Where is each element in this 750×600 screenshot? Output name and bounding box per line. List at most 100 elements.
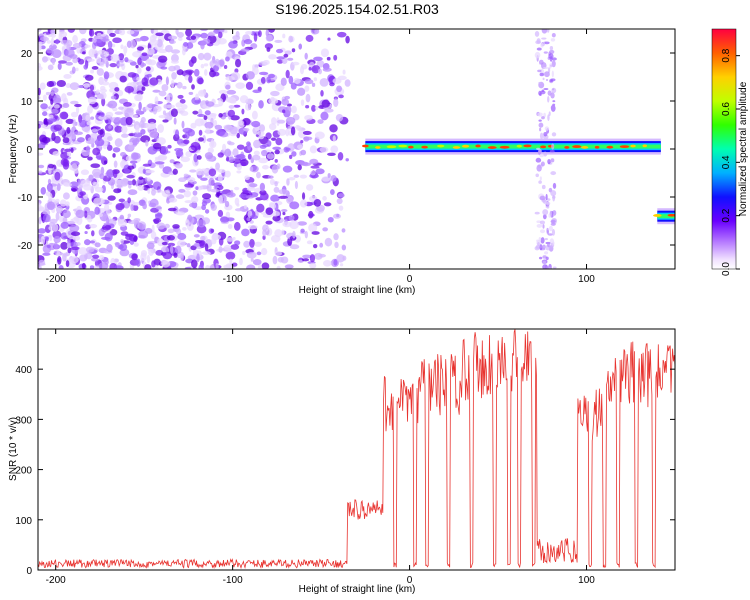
noise-blob: [223, 65, 228, 69]
noise-blob: [38, 87, 41, 96]
noise-blob: [234, 208, 243, 212]
noise-blob: [233, 221, 241, 231]
noise-blob: [282, 33, 286, 39]
noise-blob: [233, 104, 241, 108]
noise-blob: [119, 75, 127, 83]
dropout-blob: [538, 119, 542, 122]
noise-blob: [77, 178, 81, 185]
noise-blob: [39, 82, 46, 90]
noise-blob: [242, 250, 246, 256]
noise-blob: [112, 147, 121, 153]
noise-blob: [192, 110, 199, 115]
noise-blob: [114, 125, 123, 133]
noise-blob: [278, 189, 288, 195]
dropout-blob: [538, 237, 542, 242]
noise-blob: [266, 153, 275, 160]
noise-blob: [229, 258, 233, 264]
noise-blob: [245, 71, 255, 80]
noise-blob: [190, 141, 201, 151]
noise-blob: [261, 247, 268, 256]
noise-blob: [322, 260, 332, 267]
noise-blob: [226, 89, 237, 95]
noise-blob: [55, 198, 60, 204]
noise-blob: [327, 37, 331, 41]
noise-blob: [72, 119, 76, 128]
noise-blob: [190, 35, 197, 40]
noise-blob: [198, 264, 204, 269]
noise-blob: [137, 221, 147, 230]
noise-blob: [50, 33, 56, 38]
noise-blob: [93, 197, 103, 206]
noise-blob: [246, 141, 251, 147]
noise-blob: [146, 73, 152, 78]
noise-blob: [247, 224, 258, 230]
noise-blob: [292, 230, 296, 239]
noise-blob: [53, 124, 63, 131]
dropout-blob: [539, 127, 542, 132]
noise-blob: [310, 165, 320, 169]
dropout-blob: [545, 193, 548, 201]
noise-blob: [72, 235, 81, 241]
noise-blob: [90, 69, 94, 74]
noise-blob: [311, 104, 317, 112]
noise-blob: [276, 56, 285, 60]
noise-blob: [167, 242, 176, 247]
noise-blob: [292, 61, 300, 66]
noise-blob: [97, 129, 104, 135]
noise-blob: [208, 168, 217, 177]
noise-blob: [178, 177, 187, 183]
noise-blob: [120, 152, 127, 157]
noise-blob: [38, 96, 41, 100]
noise-blob: [196, 219, 206, 228]
noise-blob: [288, 214, 295, 221]
noise-blob: [89, 265, 95, 269]
noise-blob: [200, 29, 208, 32]
dropout-blob: [537, 149, 542, 156]
noise-blob: [142, 168, 146, 174]
noise-blob: [339, 263, 344, 267]
noise-blob: [57, 255, 62, 265]
noise-blob: [172, 224, 180, 229]
noise-blob: [166, 235, 175, 241]
noise-blob: [223, 29, 228, 34]
noise-blob: [320, 89, 324, 97]
noise-blob: [90, 116, 95, 120]
noise-blob: [106, 217, 110, 225]
noise-blob: [38, 142, 46, 149]
noise-blob: [258, 71, 269, 76]
noise-blob: [152, 181, 162, 190]
noise-blob: [239, 257, 243, 266]
noise-blob: [84, 210, 88, 218]
noise-blob: [65, 83, 71, 89]
noise-blob: [254, 241, 262, 247]
carrier-peak: [564, 146, 570, 149]
noise-blob: [88, 29, 95, 37]
noise-blob: [204, 152, 213, 160]
noise-blob: [299, 174, 308, 179]
noise-blob: [135, 109, 142, 115]
noise-blob: [79, 29, 87, 35]
noise-blob: [270, 90, 280, 97]
noise-blob: [38, 44, 42, 51]
noise-blob: [70, 231, 81, 237]
noise-blob: [113, 188, 122, 194]
spectrogram-xtick-label: 0: [407, 274, 413, 285]
noise-blob: [237, 120, 245, 126]
noise-blob: [213, 29, 221, 34]
noise-blob: [342, 69, 346, 75]
noise-blob: [127, 197, 131, 204]
noise-blob: [293, 77, 301, 85]
dropout-blob: [547, 114, 550, 122]
noise-blob: [48, 114, 54, 120]
noise-blob: [69, 181, 79, 188]
noise-blob: [232, 236, 236, 241]
noise-blob: [101, 81, 110, 86]
noise-blob: [323, 202, 332, 207]
dropout-blob: [549, 79, 553, 83]
noise-blob: [185, 219, 190, 227]
dropout-blob: [551, 87, 557, 94]
dropout-blob: [548, 111, 551, 117]
carrier-peak: [619, 145, 630, 149]
noise-blob: [308, 223, 318, 233]
noise-blob: [150, 231, 157, 240]
